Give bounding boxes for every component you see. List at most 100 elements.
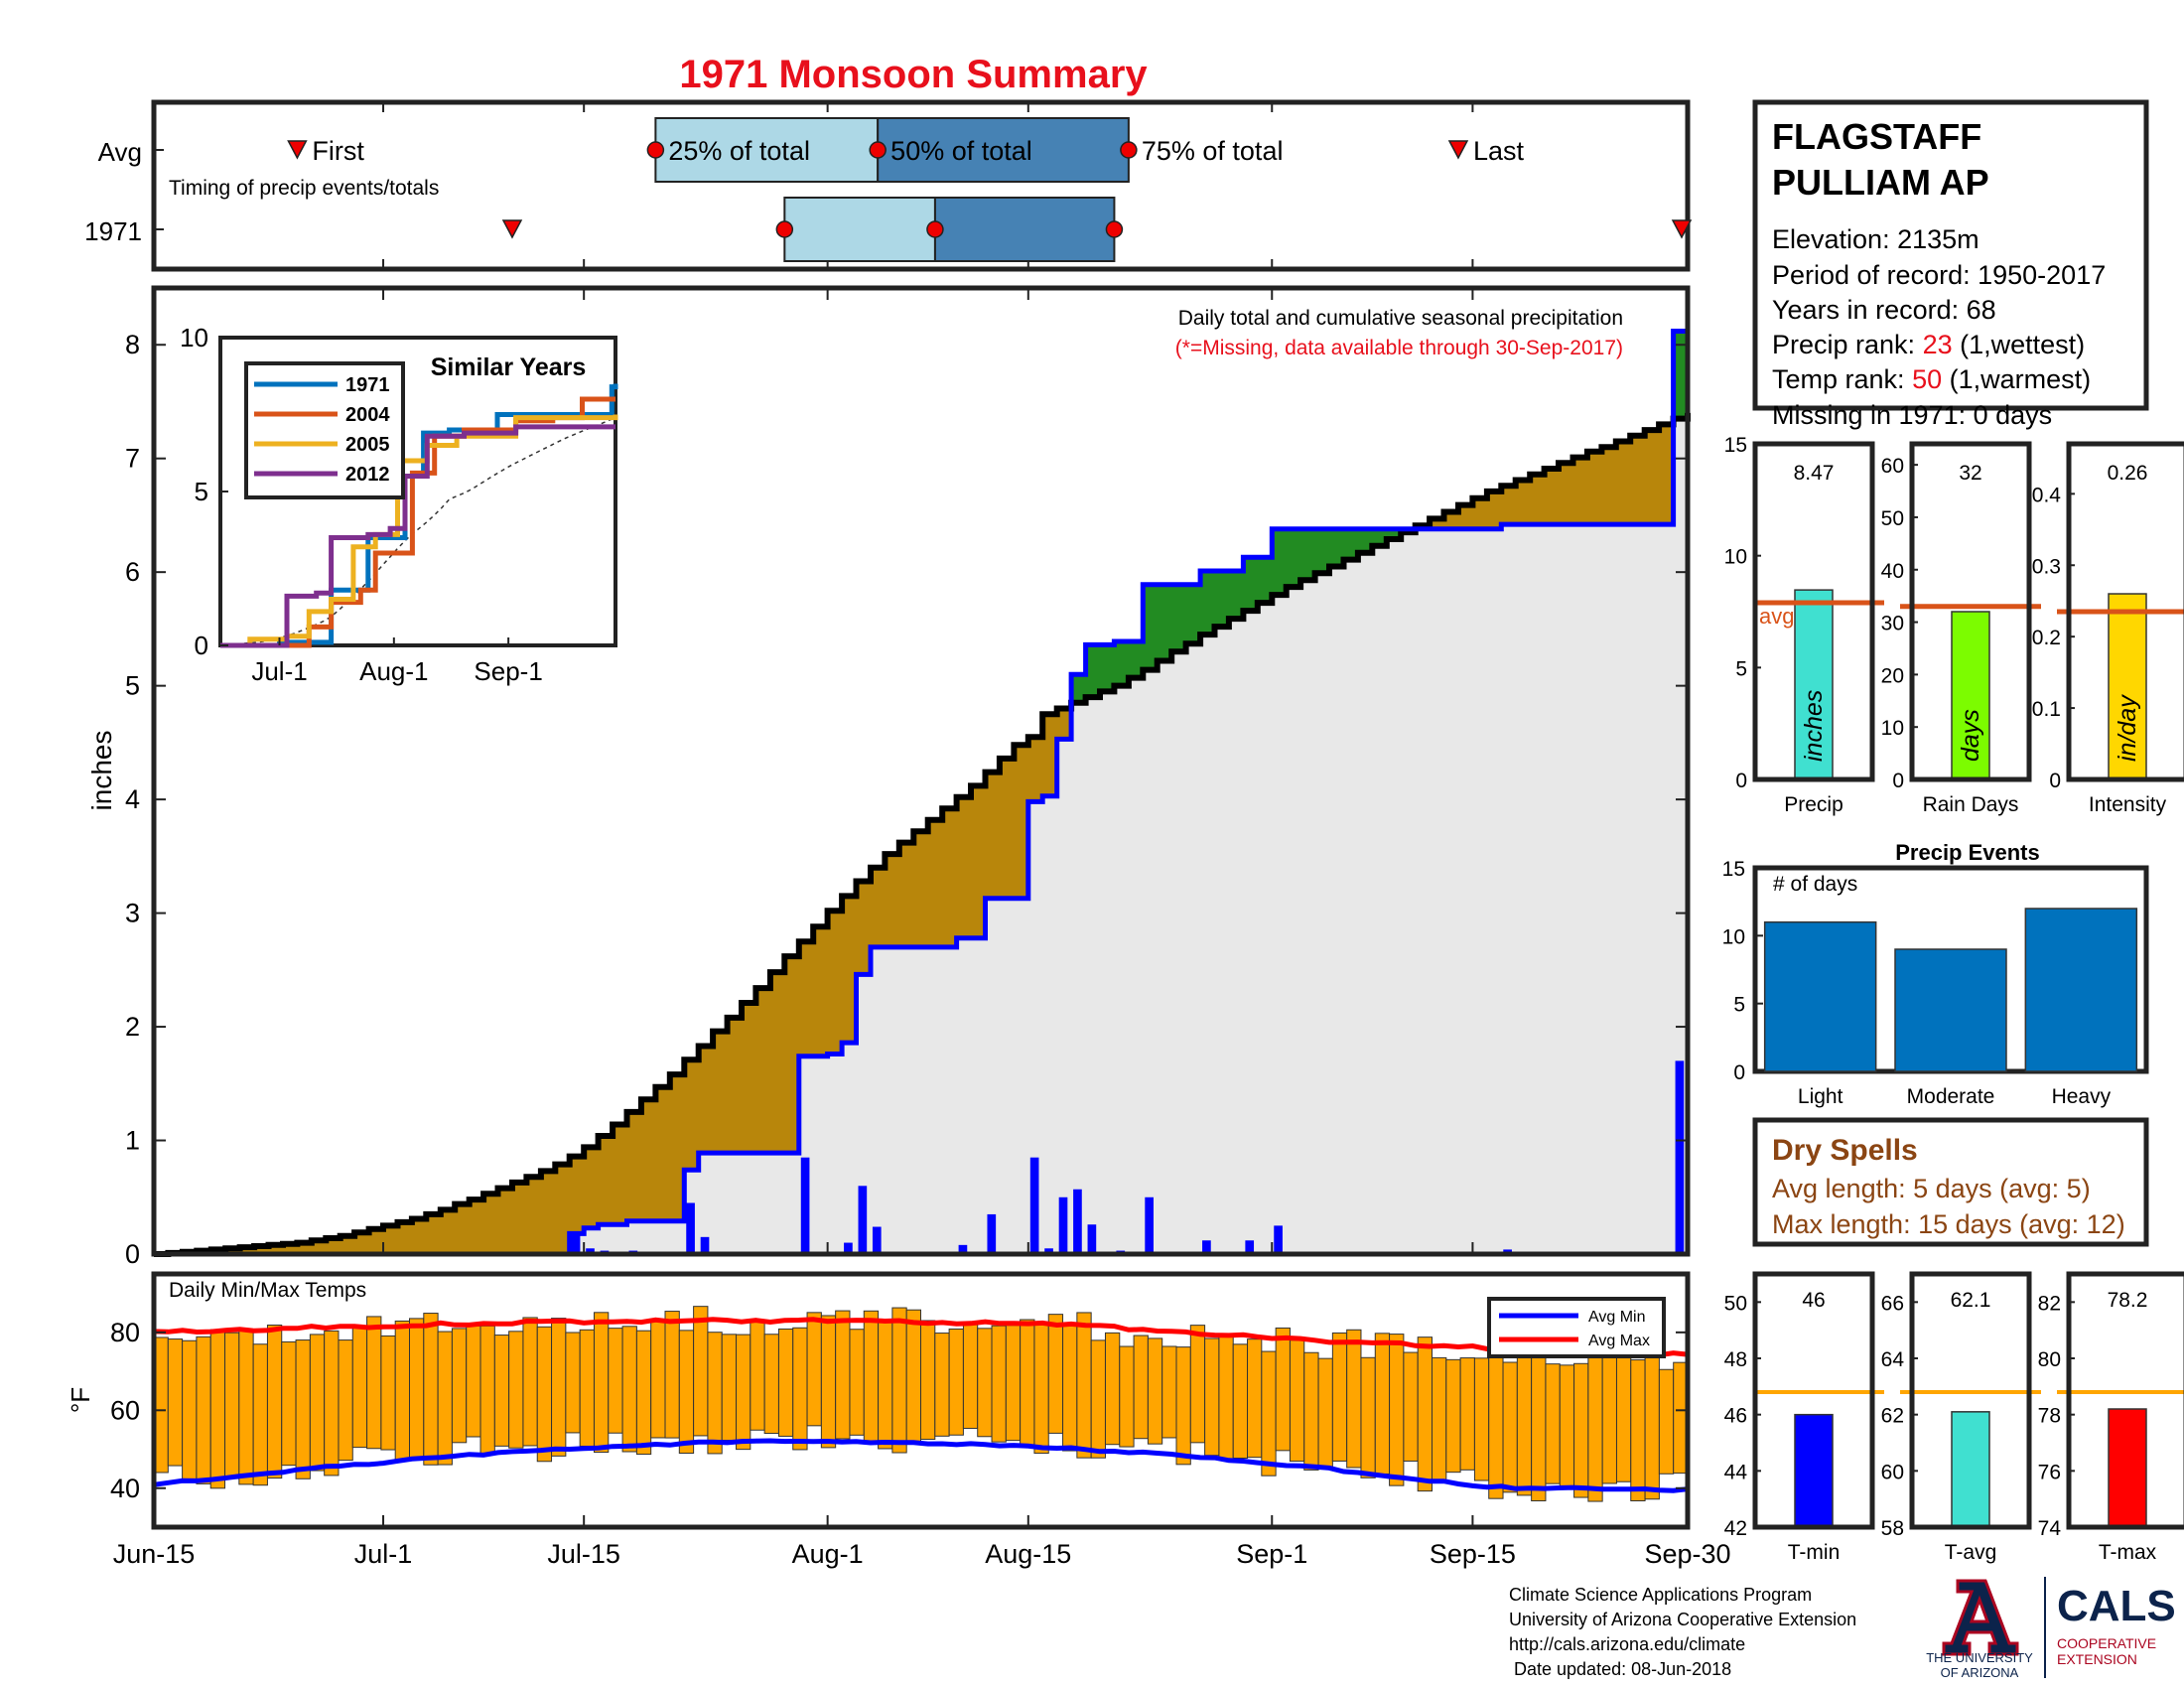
temp-summary-ytick-label: 42	[1724, 1517, 1747, 1540]
daily-temp-bar	[1658, 1368, 1675, 1475]
daily-temp-bar	[1630, 1359, 1646, 1502]
summary-ytick-label: 10	[1881, 717, 1904, 740]
temp-plot-area	[153, 1306, 1689, 1502]
panel-frame	[2066, 1271, 2184, 1530]
daily-temp-bar	[678, 1330, 695, 1455]
daily-precip-bar	[1073, 1189, 1082, 1254]
inset-axes: 0 5 10 Jul-1 Aug-1 Sep-1	[180, 323, 543, 686]
summary-category-label: Precip	[1784, 793, 1843, 816]
station-precip-rank: Precip rank: 23 (1,wettest)	[1772, 330, 2085, 359]
summary-category-label: Rain Days	[1923, 793, 2019, 816]
avg-max-line	[153, 1317, 1689, 1358]
daily-temp-bar	[238, 1329, 254, 1485]
inset-xtick-label: Aug-1	[359, 656, 428, 686]
event-ytick-label: 5	[1733, 994, 1745, 1017]
daily-temp-bar	[707, 1332, 723, 1455]
main-ytick-label: 8	[125, 330, 140, 359]
daily-temp-bar	[878, 1321, 893, 1450]
daily-temp-bar	[693, 1306, 709, 1437]
daily-temp-bar	[1502, 1361, 1518, 1493]
temp-ytick-label: 60	[110, 1395, 140, 1425]
temp-summary-ytick-label: 50	[1724, 1292, 1747, 1315]
ua-logo-line-2: OF ARIZONA	[1941, 1665, 2019, 1680]
temp-summary-panels: 46 42 44 46 48 50 T-min 62.1 58 60 62 64 66 T-avg 78.2…	[1724, 1271, 2184, 1564]
precip-summary-panel-1: days 32 0 10 20 30 40 50 60 Rain Days	[1881, 441, 2041, 816]
daily-temp-bar	[1247, 1338, 1263, 1459]
timing-triangle-last	[1447, 140, 1469, 160]
daily-temp-bar	[351, 1327, 368, 1449]
daily-temp-bar	[920, 1320, 936, 1441]
daily-temp-bar	[493, 1335, 510, 1447]
event-ytick-label: 0	[1733, 1061, 1745, 1084]
daily-temp-bar	[466, 1325, 481, 1438]
timing-marker-p25	[775, 220, 794, 238]
daily-temp-bar	[1303, 1351, 1319, 1471]
daily-temp-bar	[1062, 1323, 1078, 1452]
daily-precip-bar	[1274, 1225, 1283, 1254]
temp-summary-value: 78.2	[2108, 1289, 2148, 1312]
temp-summary-ytick-label: 66	[1881, 1292, 1904, 1315]
main-axes: 0 1 2 3 4 5 6 7 8	[125, 288, 1689, 1269]
station-box: FLAGSTAFF PULLIAM AP Elevation: 2135m Pe…	[1752, 99, 2149, 430]
cals-sub-1: COOPERATIVE	[2057, 1635, 2156, 1651]
similar-years-inset: Similar Years 1971 2004 2005 2012 0 5 10 Jul-1…	[180, 323, 618, 686]
daily-temp-bar	[1189, 1325, 1206, 1444]
daily-temp-bar	[1133, 1335, 1149, 1440]
summary-value: 0.26	[2108, 462, 2148, 485]
footer: Climate Science Applications Program Uni…	[1509, 1577, 2176, 1680]
temp-summary-ytick-label: 78	[2038, 1405, 2061, 1428]
daily-precip-bar	[987, 1213, 997, 1254]
timing-caption: Timing of precip events/totals	[169, 177, 439, 200]
daily-temp-bar	[508, 1331, 524, 1449]
daily-precip-bar	[700, 1236, 710, 1254]
inset-line-2012	[220, 424, 615, 648]
station-elevation: Elevation: 2135m	[1772, 224, 1979, 254]
daily-precip-bar	[1245, 1240, 1255, 1254]
daily-temp-bar	[1275, 1327, 1291, 1452]
daily-temp-bar	[1374, 1333, 1391, 1475]
daily-precip-bar	[1029, 1157, 1039, 1254]
timing-box-50-75	[933, 197, 1116, 262]
legend-label-2004: 2004	[345, 404, 390, 426]
main-ytick-label: 1	[125, 1126, 140, 1156]
daily-temp-bar	[977, 1328, 993, 1438]
daily-temp-bar	[1531, 1343, 1547, 1502]
daily-temp-bar	[1175, 1346, 1191, 1466]
events-ylabel: # of days	[1773, 873, 1857, 896]
timing-marker-p25	[646, 141, 665, 159]
daily-temp-bar	[1047, 1314, 1064, 1434]
station-name-2: PULLIAM AP	[1772, 162, 1989, 203]
daily-temp-bar	[891, 1307, 907, 1454]
daily-temp-bar	[579, 1329, 595, 1447]
main-ytick-label: 3	[125, 899, 140, 928]
timing-avg-label: Avg	[98, 137, 142, 167]
precip-events-panel: Precip Events # of days Light Moderate Hea…	[1722, 840, 2149, 1108]
summary-value: 32	[1959, 462, 1981, 485]
temp-legend: Avg Min Avg Max	[1487, 1297, 1666, 1358]
daily-temp-bar	[1331, 1332, 1348, 1462]
daily-temp-bar	[437, 1331, 453, 1466]
daily-temp-bar	[1488, 1338, 1504, 1499]
inset-title: Similar Years	[431, 353, 587, 381]
station-name-1: FLAGSTAFF	[1772, 116, 1981, 157]
temp-summary-ytick-label: 64	[1881, 1348, 1905, 1371]
summary-ytick-label: 15	[1724, 434, 1747, 457]
timing-box-25-50	[654, 117, 880, 183]
figure-title: 1971 Monsoon Summary	[679, 53, 1148, 96]
daily-temp-bar	[1644, 1340, 1660, 1500]
daily-precip-bar	[1087, 1224, 1097, 1254]
daily-temp-bar	[1403, 1351, 1419, 1462]
daily-temp-bar	[1261, 1350, 1277, 1477]
inset-xtick-label: Jul-1	[251, 656, 307, 686]
dry-spells-title: Dry Spells	[1772, 1134, 1918, 1167]
daily-temp-bar	[1417, 1336, 1433, 1492]
events-bars: Light Moderate Heavy 0 5 10 15	[1722, 858, 2138, 1108]
summary-ytick-label: 10	[1724, 546, 1747, 569]
legend-label-1971: 1971	[345, 374, 390, 396]
daily-temp-bar	[338, 1339, 353, 1462]
daily-temp-bar	[1289, 1339, 1305, 1463]
daily-temp-bar	[777, 1328, 794, 1437]
timing-label-p75: 75% of total	[1142, 136, 1284, 166]
temp-summary-panel-1: 62.1 58 60 62 64 66 T-avg	[1881, 1271, 2041, 1564]
temp-summary-ytick-label: 76	[2038, 1461, 2061, 1483]
